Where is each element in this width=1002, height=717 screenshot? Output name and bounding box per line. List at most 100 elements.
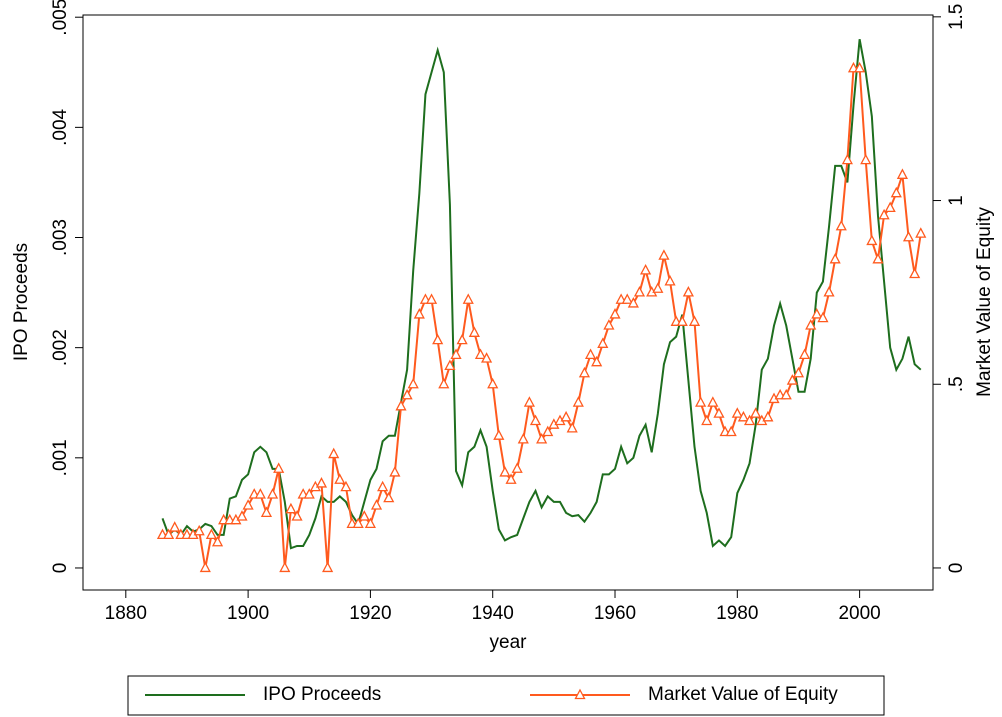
point-marker — [193, 524, 205, 536]
point-marker — [743, 414, 756, 426]
point-marker — [762, 410, 774, 422]
point-marker — [370, 499, 383, 510]
point-marker — [860, 153, 872, 165]
point-marker — [340, 480, 352, 492]
point-marker — [511, 462, 523, 473]
point-marker — [425, 293, 438, 304]
point-marker — [652, 282, 664, 293]
point-marker — [560, 410, 572, 422]
point-marker — [291, 510, 303, 521]
point-marker — [450, 348, 462, 360]
y-axis-label: IPO Proceeds — [11, 243, 32, 361]
point-marker — [432, 333, 444, 345]
point-marker — [902, 230, 915, 242]
legend-label: IPO Proceeds — [263, 684, 381, 705]
point-marker — [909, 267, 921, 279]
point-marker — [829, 252, 841, 264]
point-marker — [254, 488, 266, 499]
point-marker — [456, 333, 468, 345]
y2-axis-label: Market Value of Equity — [974, 207, 995, 397]
point-marker — [566, 421, 578, 433]
point-marker — [481, 352, 493, 363]
point-marker — [266, 488, 279, 499]
point-marker — [725, 425, 737, 437]
point-marker — [517, 432, 529, 444]
point-marker — [854, 61, 866, 73]
point-marker — [462, 293, 474, 304]
point-marker — [395, 399, 407, 411]
point-marker — [841, 153, 853, 165]
point-marker — [493, 429, 505, 440]
point-marker — [499, 466, 511, 477]
point-marker — [260, 506, 273, 517]
point-marker — [529, 414, 542, 426]
point-marker — [627, 297, 639, 308]
point-marker — [835, 219, 847, 231]
point-marker — [823, 286, 835, 297]
x-axis-label: year — [490, 632, 528, 653]
point-marker — [315, 477, 328, 488]
point-marker — [584, 348, 597, 360]
point-marker — [707, 396, 719, 407]
point-marker — [695, 396, 707, 407]
point-marker — [621, 293, 633, 304]
x-tick-label: 2000 — [838, 603, 880, 624]
legend-label: Market Value of Equity — [648, 684, 838, 705]
point-marker — [872, 252, 884, 264]
point-marker — [401, 388, 413, 400]
point-marker — [896, 168, 909, 179]
point-marker — [572, 396, 584, 407]
point-marker — [578, 366, 591, 378]
point-marker — [413, 308, 425, 319]
point-marker — [597, 337, 609, 348]
x-tick-label: 1880 — [105, 603, 147, 624]
point-marker — [474, 348, 487, 360]
point-marker — [279, 561, 291, 573]
point-marker — [273, 462, 285, 473]
point-marker — [523, 396, 535, 407]
point-marker — [603, 319, 615, 330]
point-marker — [805, 319, 817, 330]
point-marker — [731, 407, 743, 418]
y-tick-label: .001 — [50, 439, 71, 476]
x-tick-label: 1920 — [349, 603, 391, 624]
point-marker — [688, 315, 701, 326]
point-marker — [780, 388, 792, 400]
point-marker — [205, 528, 217, 540]
point-marker — [750, 407, 762, 418]
y2-tick-label: 0 — [946, 563, 967, 574]
legend-marker — [574, 688, 586, 700]
point-marker — [438, 377, 450, 389]
point-marker — [817, 311, 829, 323]
point-marker — [303, 488, 315, 499]
point-marker — [352, 517, 364, 529]
y2-tick-label: 1.5 — [946, 4, 967, 30]
point-marker — [866, 234, 878, 246]
point-marker — [199, 561, 211, 573]
point-marker — [591, 355, 603, 367]
legend — [127, 675, 885, 716]
y-tick-label: .004 — [50, 108, 71, 145]
point-marker — [786, 374, 798, 385]
point-marker — [444, 359, 456, 371]
point-marker — [377, 480, 389, 492]
y2-tick-label: 1 — [946, 195, 967, 206]
x-tick-label: 1980 — [716, 603, 758, 624]
point-marker — [383, 491, 395, 503]
point-marker — [633, 286, 646, 297]
point-marker — [169, 521, 181, 532]
point-marker — [322, 561, 334, 573]
point-marker — [792, 366, 805, 378]
point-marker — [737, 410, 750, 422]
point-marker — [713, 407, 725, 418]
point-marker — [640, 263, 652, 275]
point-marker — [468, 326, 480, 337]
point-marker — [915, 227, 927, 238]
y-tick-label: .003 — [50, 219, 71, 256]
point-marker — [211, 535, 224, 547]
point-marker — [242, 499, 254, 510]
point-marker — [163, 528, 175, 540]
point-marker — [364, 517, 376, 529]
y-tick-label: 0 — [50, 563, 71, 574]
